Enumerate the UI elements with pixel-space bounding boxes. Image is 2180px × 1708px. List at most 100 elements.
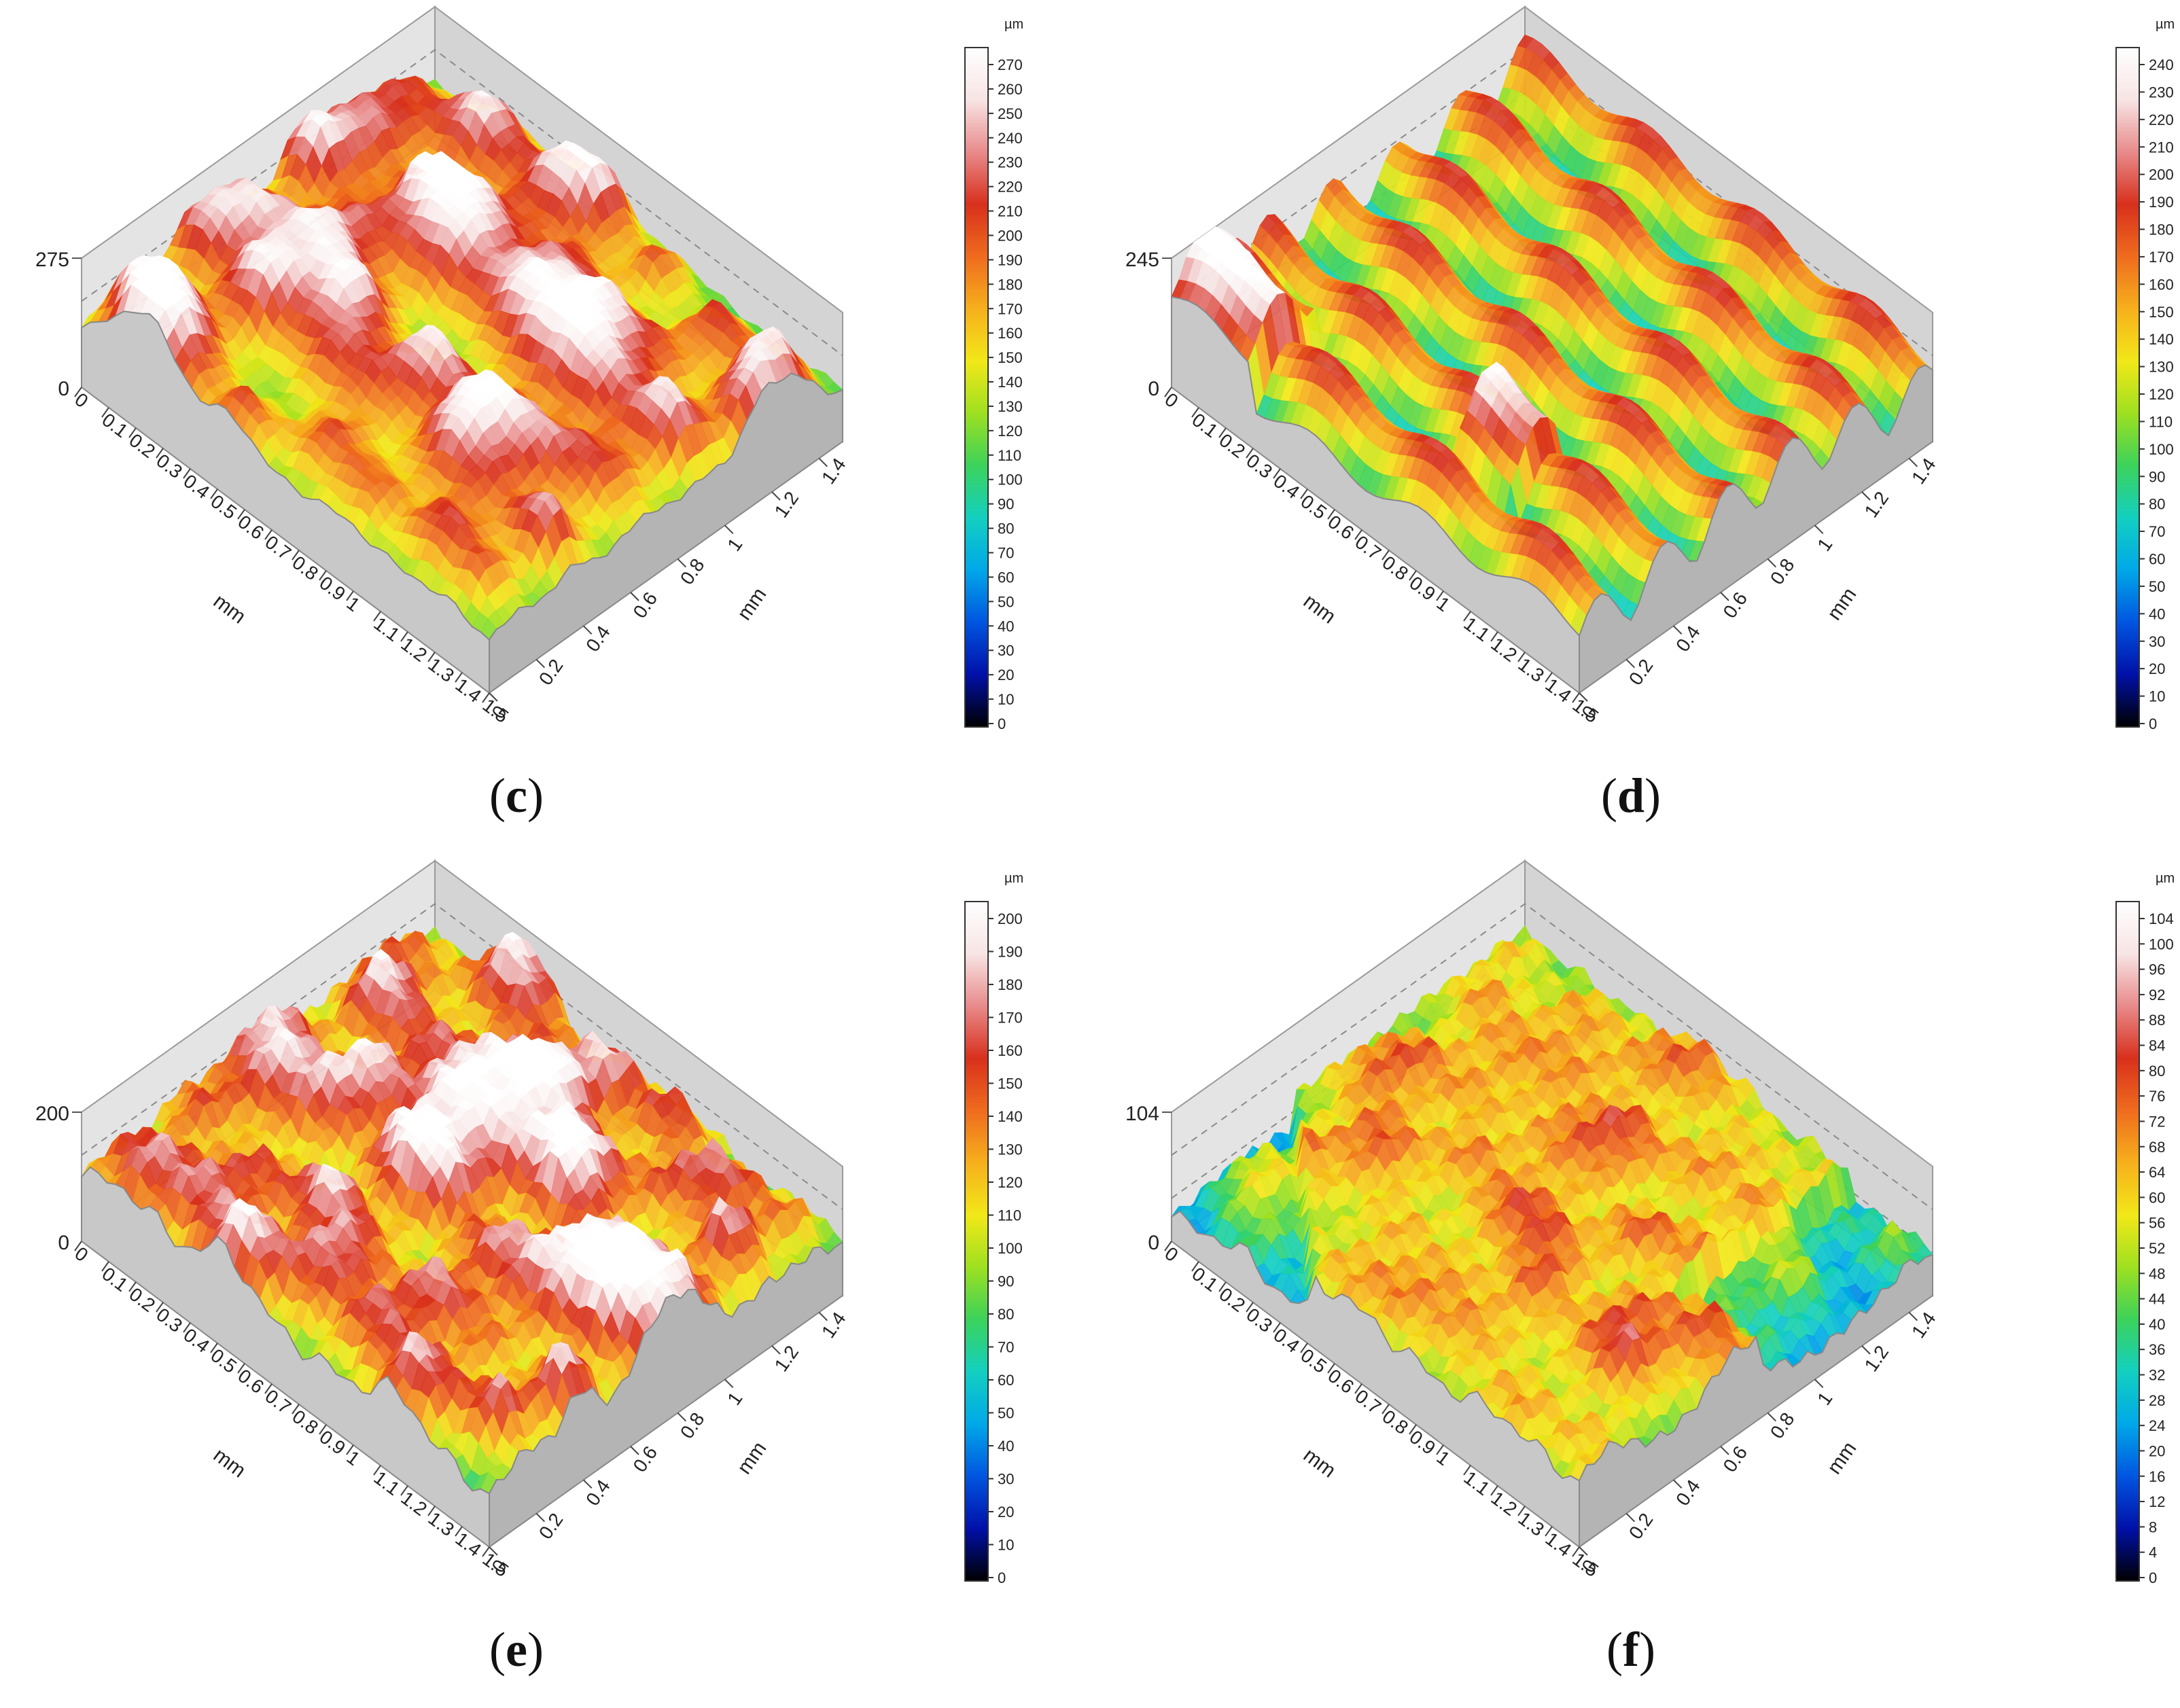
y-axis-label: mm [733,1438,771,1478]
colorbar-tick-label: 64 [2149,1164,2165,1181]
x-tick-label: 0 [71,1243,92,1266]
y-tick-label: 1.4 [1908,1308,1940,1342]
colorbar-tick-label: 230 [998,154,1023,171]
colorbar-tick-label: 150 [998,1075,1023,1092]
x-tick-mark [455,672,463,683]
x-tick-mark [101,407,109,418]
colorbar-tick-label: 170 [998,300,1023,317]
colorbar-tick-label: 200 [998,227,1023,244]
colorbar-tick-label: 190 [998,251,1023,268]
x-tick-mark [1572,692,1580,703]
y-tick-label: 0.2 [535,1509,567,1543]
colorbar: µm04812162024283236404448525660646872768… [2115,871,2175,1586]
y-tick-mark [1767,558,1777,568]
colorbar-tick-label: 100 [998,1240,1023,1257]
colorbar-tick-label: 60 [2149,551,2165,568]
colorbar-tick-label: 10 [2149,688,2165,705]
x-tick-mark [264,1383,272,1394]
x-tick-mark [1327,509,1335,520]
panel-d: 245 0 0 0.1 0.2 0.3 0.4 0.5 0.6 0.7 0.8 0.9 1 1.1 1.2 1… [1090,0,2180,854]
colorbar-unit: µm [1004,871,1023,886]
y-tick-mark [535,1512,546,1523]
panel-label: (d) [1600,768,1661,823]
colorbar-unit: µm [1004,17,1023,32]
colorbar-tick-label: 16 [2149,1468,2165,1485]
colorbar-tick-label: 90 [998,1273,1014,1290]
x-tick-mark [1327,1363,1335,1374]
y-tick-mark [818,457,828,467]
y-tick-label: 0.8 [676,1408,709,1442]
colorbar-tick-label: 70 [2149,523,2165,540]
x-tick-mark [1463,1465,1471,1476]
x-tick-mark [346,590,354,601]
z-max-label: 200 [35,1103,69,1125]
colorbar-unit: µm [2156,17,2175,32]
y-tick-label: 1 [1813,534,1836,555]
colorbar-tick-label: 80 [998,1306,1014,1323]
colorbar-tick-label: 260 [998,81,1023,98]
colorbar-tick-label: 160 [2149,276,2174,293]
colorbar-tick-label: 52 [2149,1240,2165,1257]
colorbar-tick-label: 88 [2149,1012,2165,1029]
colorbar-tick-label: 10 [998,691,1014,708]
colorbar-tick-label: 250 [998,105,1023,122]
x-tick-mark [1436,1444,1444,1455]
x-tick-mark [1409,1424,1417,1435]
x-tick-mark [237,1363,245,1374]
x-tick-mark [1409,570,1417,581]
panel-c: 275 0 0 0.1 0.2 0.3 0.4 0.5 0.6 0.7 0.8 0.9 1 1.1 1.2 1… [0,0,1090,854]
colorbar-tick-label: 60 [998,569,1014,586]
y-tick-mark [1861,491,1871,501]
x-tick-mark [1218,1281,1227,1292]
colorbar-tick-label: 40 [2149,605,2165,622]
y-tick-mark [677,1412,687,1422]
colorbar-tick-label: 170 [2149,249,2174,266]
y-tick-label: 1.2 [1861,1342,1893,1376]
colorbar: µm 0 10 20 30 40 50 60 70 80 90 100 110 120 130 140 150 1… [964,17,1023,732]
colorbar-tick-label: 44 [2149,1291,2165,1308]
colorbar-tick-label: 80 [2149,496,2165,513]
colorbar-tick-label: 90 [2149,468,2165,485]
colorbar-tick-label: 140 [2149,331,2174,348]
y-axis-label: mm [1823,1438,1861,1478]
colorbar-tick-label: 130 [998,1141,1023,1158]
x-tick-mark [156,1302,164,1313]
y-tick-mark [489,692,498,702]
x-tick-mark [1572,1546,1580,1557]
colorbar-tick-label: 20 [998,666,1014,683]
x-tick-label: 1 [342,1446,364,1470]
x-tick-mark [183,1322,191,1333]
colorbar-tick-label: 240 [2149,56,2174,73]
colorbar: µm 0 10 20 30 40 50 60 70 80 90 100 110 120 130 140 150 1… [2115,17,2175,732]
x-tick-mark [319,1424,327,1435]
front-rims [1171,1210,1933,1548]
y-tick-label: 0.4 [582,622,614,656]
x-tick-mark [319,570,327,581]
x-tick-mark [1517,652,1526,662]
y-tick-mark [677,558,687,568]
colorbar-tick-label: 200 [998,910,1023,927]
colorbar-tick-label: 100 [2149,441,2174,458]
colorbar-tick-label: 120 [2149,386,2174,403]
colorbar-tick-label: 30 [2149,633,2165,650]
x-tick-mark [128,427,137,438]
colorbar-tick-label: 56 [2149,1215,2165,1232]
colorbar-tick-label: 48 [2149,1265,2165,1282]
x-tick-mark [1273,468,1281,479]
colorbar-tick-label: 70 [998,545,1014,562]
colorbar-tick-label: 4 [2149,1544,2157,1561]
y-axis-label: mm [733,584,771,624]
colorbar-tick-label: 12 [2149,1493,2165,1510]
colorbar-tick-label: 76 [2149,1088,2165,1105]
x-tick-mark [373,611,381,622]
y-tick-label: 0.4 [582,1476,614,1510]
y-tick-mark [771,1345,781,1355]
x-tick-mark [74,1241,82,1251]
colorbar-tick-label: 220 [998,179,1023,196]
y-tick-mark [1625,1512,1636,1523]
colorbar-tick-label: 110 [2149,413,2173,430]
colorbar-tick-label: 270 [998,56,1023,73]
colorbar-tick-label: 0 [998,1569,1006,1586]
x-tick-mark [427,1506,436,1516]
